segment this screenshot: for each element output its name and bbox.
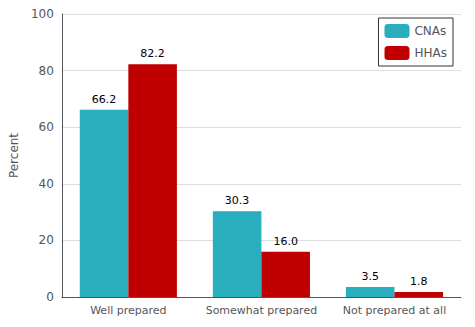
- svg-text:30.3: 30.3: [225, 194, 250, 207]
- svg-text:82.2: 82.2: [140, 47, 165, 60]
- svg-text:Not prepared at all: Not prepared at all: [343, 304, 446, 317]
- svg-text:16.0: 16.0: [273, 235, 298, 248]
- svg-text:HHAs: HHAs: [414, 46, 447, 60]
- svg-text:100: 100: [31, 7, 54, 21]
- svg-text:CNAs: CNAs: [414, 24, 446, 38]
- svg-text:60: 60: [39, 120, 54, 134]
- svg-text:Percent: Percent: [7, 133, 21, 178]
- svg-text:66.2: 66.2: [92, 93, 117, 106]
- svg-text:0: 0: [46, 290, 54, 304]
- svg-text:3.5: 3.5: [361, 270, 379, 283]
- svg-text:Somewhat prepared: Somewhat prepared: [206, 304, 318, 317]
- svg-text:1.8: 1.8: [410, 275, 428, 288]
- svg-text:20: 20: [39, 233, 54, 247]
- svg-text:40: 40: [39, 177, 54, 191]
- svg-text:80: 80: [39, 64, 54, 78]
- svg-text:Well prepared: Well prepared: [90, 304, 166, 317]
